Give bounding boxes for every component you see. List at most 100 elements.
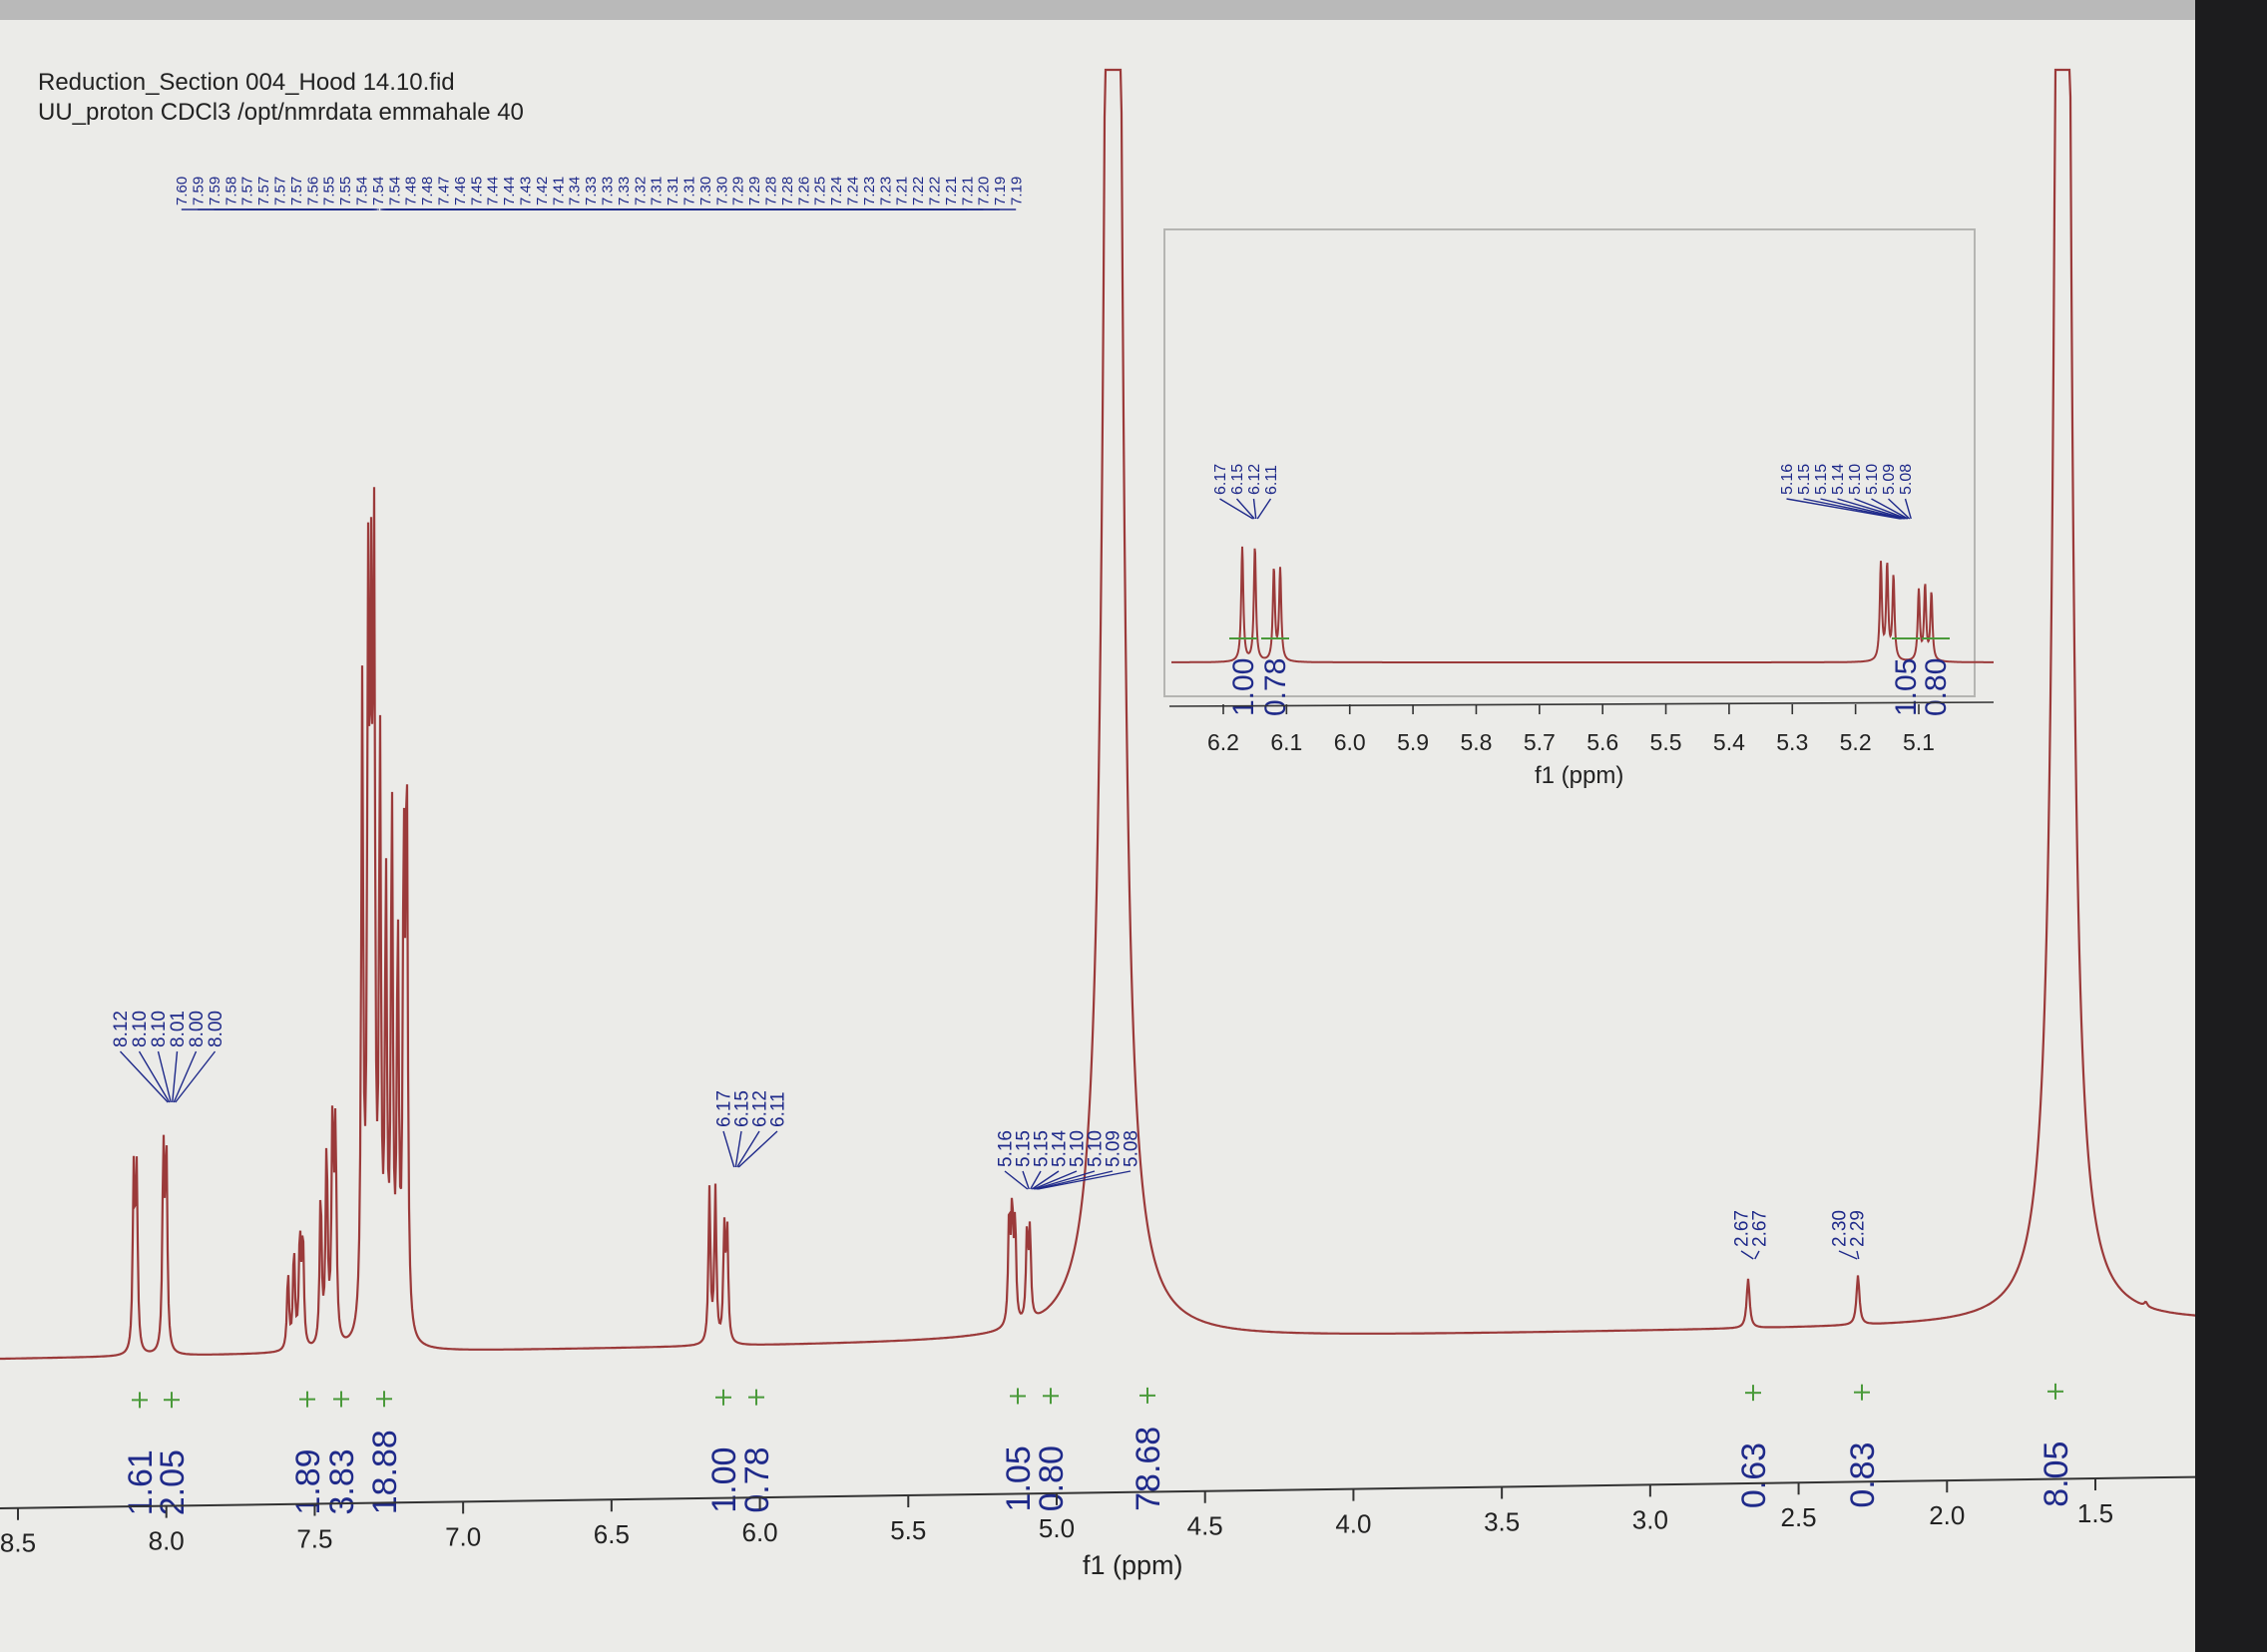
main-x-axis-label: f1 (ppm) — [1083, 1550, 1183, 1580]
inset-peak-label-6ppm: 6.17 — [1212, 464, 1229, 495]
inset-peak-label-6ppm: 6.12 — [1246, 464, 1263, 495]
peak-label-6ppm: 6.11 — [768, 1091, 789, 1127]
main-integral-value: 1.61 — [122, 1449, 160, 1515]
main-integral-value: 0.78 — [738, 1446, 776, 1512]
peak-label-2-67-leader — [1740, 1250, 1754, 1260]
main-tick-label: 7.0 — [445, 1521, 481, 1551]
aromatic-peak-label: 7.55 — [337, 177, 354, 206]
aromatic-peak-label: 7.48 — [403, 177, 420, 206]
peak-label-5ppm-leader — [1031, 1170, 1060, 1190]
inset-peak-label-5ppm-leader — [1888, 498, 1911, 520]
peak-label-5ppm-leader — [1038, 1170, 1132, 1190]
inset-tick-label: 5.7 — [1524, 729, 1556, 755]
main-integral-value: 0.80 — [1033, 1446, 1071, 1511]
aromatic-peak-label: 7.46 — [452, 177, 469, 206]
main-tick-label: 3.0 — [1632, 1504, 1668, 1534]
inset-tick-label: 5.1 — [1903, 729, 1935, 755]
inset-peak-label-5ppm-leader — [1871, 498, 1909, 520]
peak-label-6ppm-leader — [737, 1130, 778, 1168]
main-axis-line — [0, 1475, 2195, 1509]
aromatic-peak-label: 7.44 — [501, 177, 518, 206]
peak-label-2-67-leader — [1754, 1250, 1760, 1260]
inset-integral-value: 0.80 — [1920, 658, 1953, 716]
peak-label-8ppm-leader — [175, 1050, 217, 1103]
header-experiment: UU_proton CDCl3 /opt/nmrdata emmahale 40 — [38, 99, 524, 126]
aromatic-peak-label: 7.29 — [730, 177, 747, 206]
aromatic-peak-label: 7.31 — [665, 177, 681, 206]
inset-peak-label-5ppm: 5.15 — [1813, 464, 1830, 495]
aromatic-peak-label: 7.24 — [844, 177, 861, 206]
main-x-axis: 8.5 8.0 7.5 7.0 6.5 6.0 5.5 5.0 4.5 4.0 3.5 3.0 2.5 2… — [0, 1475, 2195, 1558]
inset-tick-label: 6.1 — [1270, 729, 1302, 755]
peak-label-8ppm: 8.10 — [130, 1011, 151, 1047]
peak-label-5ppm: 5.10 — [1086, 1130, 1107, 1167]
aromatic-peak-label: 7.55 — [321, 177, 338, 206]
peak-label-5ppm: 5.09 — [1104, 1130, 1125, 1167]
inset-tick-label: 5.9 — [1397, 729, 1429, 755]
peak-label-5ppm-leader — [1035, 1170, 1096, 1190]
main-tick-label: 7.5 — [296, 1523, 332, 1553]
main-tick-label: 4.5 — [1187, 1511, 1223, 1541]
inset-peak-label-5ppm-leader — [1837, 498, 1906, 520]
inset-peak-label-6ppm-leader — [1252, 498, 1257, 520]
aromatic-peak-label: 7.59 — [207, 177, 224, 206]
peak-label-5ppm: 5.15 — [1014, 1130, 1035, 1167]
inset-tick-label: 5.8 — [1460, 729, 1492, 755]
peak-label-8ppm: 8.00 — [206, 1011, 227, 1047]
main-integral-value: 1.05 — [1000, 1446, 1038, 1511]
screen-edge — [2195, 0, 2267, 1652]
aromatic-peak-label: 7.21 — [943, 177, 960, 206]
aromatic-peak-label: 7.26 — [795, 177, 812, 206]
main-integral-value: 3.83 — [323, 1448, 361, 1514]
inset-integral-value: 1.05 — [1890, 658, 1923, 716]
aromatic-peak-label: 7.29 — [746, 177, 763, 206]
main-tick-label: 8.0 — [149, 1526, 185, 1556]
peak-label-8ppm: 8.00 — [187, 1011, 208, 1047]
peak-label-5ppm-leader — [1022, 1170, 1030, 1190]
main-tick-label: 5.0 — [1039, 1513, 1075, 1543]
aromatic-peak-label: 7.25 — [812, 177, 829, 206]
peak-label-6ppm-leader — [734, 1130, 742, 1168]
peak-label-6ppm-leader — [722, 1130, 735, 1168]
aromatic-peak-label: 7.30 — [713, 177, 730, 206]
inset-peak-label-5ppm: 5.14 — [1830, 464, 1847, 495]
aromatic-peak-label: 7.59 — [190, 177, 207, 206]
main-peak-labels: 7.60 7.59 7.59 7.58 7.57 7.57 7.57 7.57 7.56 7.55… — [111, 177, 1869, 1260]
aromatic-peak-label: 7.23 — [877, 177, 894, 206]
peak-label-5ppm: 5.14 — [1050, 1130, 1071, 1167]
aromatic-peak-label: 7.44 — [485, 177, 502, 206]
aromatic-peak-label: 7.33 — [616, 177, 633, 206]
peak-label-2-30: 2.29 — [1848, 1210, 1869, 1247]
aromatic-peak-label: 7.57 — [288, 177, 305, 206]
main-tick-label: 4.0 — [1335, 1509, 1371, 1539]
top-bar — [0, 0, 2267, 20]
aromatic-peak-label: 7.56 — [304, 177, 321, 206]
aromatic-peak-label: 7.21 — [894, 177, 911, 206]
peak-label-8ppm-leader — [119, 1050, 169, 1103]
inset-peak-label-5ppm: 5.16 — [1779, 464, 1796, 495]
peak-label-6ppm-leader — [736, 1130, 760, 1168]
main-integral-value: 2.05 — [154, 1449, 192, 1515]
peak-label-5ppm: 5.08 — [1122, 1130, 1142, 1167]
inset-peak-label-5ppm: 5.15 — [1796, 464, 1813, 495]
aromatic-peak-label: 7.28 — [779, 177, 796, 206]
inset-axis-line — [1168, 701, 1995, 707]
aromatic-peak-label: 7.31 — [680, 177, 697, 206]
aromatic-peak-label: 7.54 — [370, 177, 387, 206]
inset-peak-labels: 6.17 6.15 6.12 6.11 5.16 5.15 5.15 5.14 5.10 5.10… — [1212, 464, 1915, 520]
main-integrals: 1.612.05 1.893.83 18.88 1.000.78 1.050.80 78.… — [122, 1383, 2075, 1515]
peak-label-5ppm-leader — [1033, 1170, 1078, 1190]
aromatic-peak-label: 7.57 — [239, 177, 256, 206]
main-tick-label: 3.5 — [1484, 1506, 1520, 1536]
main-tick-label: 2.0 — [1929, 1500, 1965, 1530]
main-integral-value: 78.68 — [1130, 1427, 1167, 1511]
aromatic-peak-label: 7.57 — [271, 177, 288, 206]
main-integral-value: 18.88 — [366, 1430, 404, 1514]
aromatic-peak-label: 7.32 — [632, 177, 649, 206]
main-tick-label: 6.5 — [594, 1519, 630, 1549]
aromatic-peak-label: 7.48 — [419, 177, 436, 206]
aromatic-peak-label: 7.21 — [959, 177, 976, 206]
nmr-spectrum-plot: Reduction_Section 004_Hood 14.10.fid UU_… — [0, 68, 2195, 1580]
inset-spectrum — [1171, 546, 1994, 663]
